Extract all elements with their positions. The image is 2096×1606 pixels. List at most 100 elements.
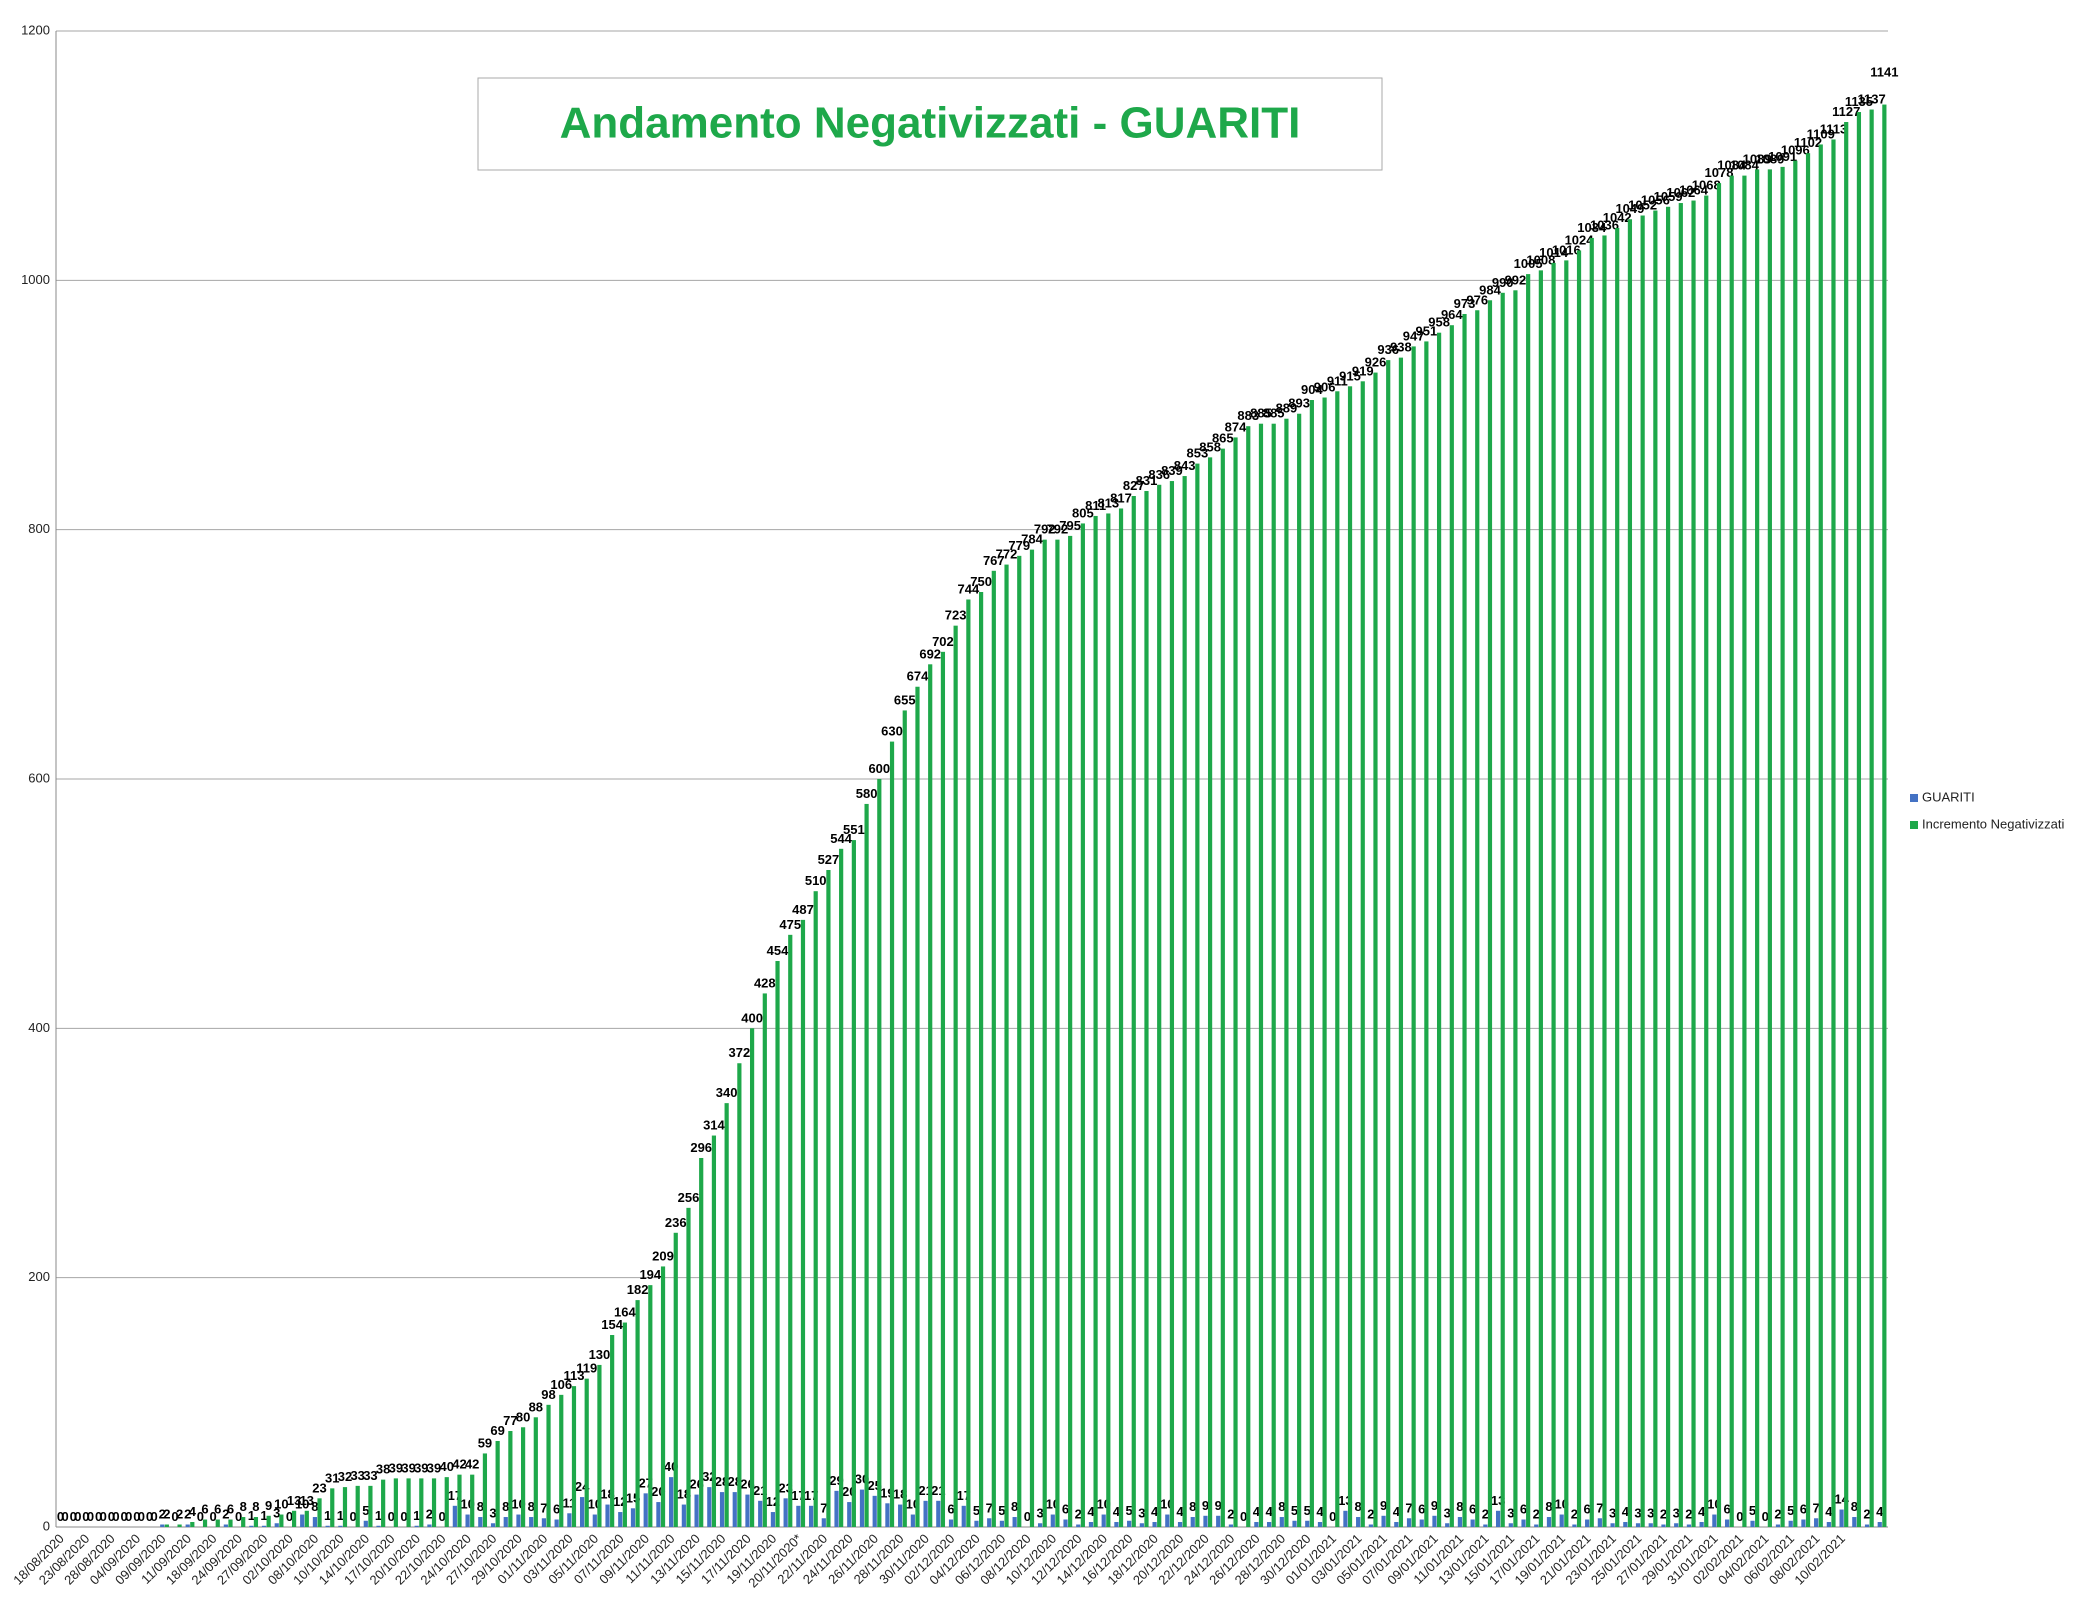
bar (1610, 1523, 1615, 1527)
bar (1640, 215, 1645, 1527)
bar (1877, 1522, 1882, 1527)
data-label: 1089 (1743, 151, 1772, 166)
data-label: 5 (998, 1503, 1005, 1518)
data-label: 0 (70, 1509, 77, 1524)
bar (622, 1322, 627, 1527)
bar (490, 1523, 496, 1527)
bar (737, 1063, 742, 1527)
bar (923, 1500, 928, 1527)
y-tick-label: 1200 (21, 22, 50, 37)
data-label: 80 (516, 1409, 530, 1424)
data-label: 2 (222, 1507, 229, 1522)
data-label: 919 (1352, 363, 1374, 378)
data-label: 0 (146, 1509, 153, 1524)
bar (406, 1478, 411, 1527)
data-label: 2 (1482, 1507, 1489, 1522)
bar (928, 664, 933, 1527)
bar (164, 1524, 169, 1527)
bar (567, 1513, 572, 1527)
data-label: 400 (741, 1010, 763, 1025)
bar (1076, 1524, 1081, 1527)
bar (1419, 1519, 1424, 1527)
bar (1343, 1510, 1348, 1527)
bar (694, 1494, 699, 1527)
bar (1742, 175, 1747, 1528)
bar (1233, 437, 1238, 1527)
data-label: 600 (868, 761, 890, 776)
data-label: 692 (919, 646, 941, 661)
data-label: 885 (1250, 406, 1272, 421)
bar (503, 1517, 508, 1527)
data-label: 8 (477, 1499, 484, 1514)
bar (1436, 332, 1442, 1527)
data-label: 926 (1365, 355, 1387, 370)
bar (1805, 153, 1811, 1527)
bar (1483, 1524, 1488, 1527)
bar (1360, 381, 1365, 1527)
bar (1190, 1517, 1195, 1527)
bar (1381, 1515, 1386, 1527)
bar (520, 1427, 526, 1527)
data-label: 256 (678, 1190, 700, 1205)
data-label: 4 (1176, 1504, 1184, 1519)
bar (673, 1232, 678, 1527)
data-label: 1096 (1781, 143, 1810, 158)
bar (719, 1492, 725, 1527)
bar (961, 1505, 966, 1527)
bar (800, 919, 806, 1527)
data-label: 795 (1059, 518, 1081, 533)
bar (999, 1520, 1005, 1527)
bar (1831, 139, 1836, 1528)
bar (1674, 1523, 1679, 1527)
bar (584, 1378, 589, 1527)
bar (597, 1364, 602, 1527)
data-label: 831 (1136, 473, 1158, 488)
data-label: 915 (1339, 368, 1361, 383)
bar (648, 1285, 653, 1527)
data-label: 0 (197, 1509, 204, 1524)
data-label: 0 (108, 1509, 115, 1524)
data-label: 31 (325, 1470, 339, 1485)
data-label: 372 (729, 1045, 751, 1060)
data-label: 2 (1367, 1507, 1374, 1522)
data-label: 8 (502, 1499, 509, 1514)
data-label: 784 (1021, 532, 1043, 547)
bar (936, 1500, 941, 1527)
data-label: 6 (1418, 1502, 1425, 1517)
bar (1042, 539, 1047, 1527)
bar (1297, 413, 1302, 1527)
bar (1801, 1519, 1806, 1527)
data-label: 6 (553, 1502, 560, 1517)
bar (541, 1518, 547, 1527)
bar (864, 803, 869, 1527)
y-tick-label: 600 (28, 770, 50, 785)
data-label: 9 (1215, 1498, 1222, 1513)
bar (1279, 1517, 1284, 1527)
data-label: 0 (82, 1509, 89, 1524)
bar (987, 1518, 992, 1527)
data-label: 5 (973, 1503, 980, 1518)
bar (1305, 1520, 1310, 1527)
bar (1432, 1515, 1437, 1527)
data-label: 1084 (1717, 158, 1747, 173)
data-label: 817 (1110, 490, 1132, 505)
data-label: 9 (265, 1498, 272, 1513)
data-label: 510 (805, 873, 827, 888)
data-label: 2 (1863, 1507, 1870, 1522)
bar (1869, 109, 1874, 1527)
bar (966, 599, 971, 1527)
data-label: 5 (1304, 1503, 1311, 1518)
data-label: 1 (375, 1508, 382, 1523)
bar (291, 1510, 297, 1527)
bar (1317, 1522, 1323, 1527)
data-label: 843 (1174, 458, 1196, 473)
y-tick-label: 400 (28, 1020, 50, 1035)
data-label: 88 (529, 1399, 543, 1414)
data-label: 209 (652, 1248, 674, 1263)
bar (1012, 1517, 1017, 1527)
bar (266, 1515, 271, 1527)
bar (1597, 1518, 1602, 1527)
bar (1394, 1522, 1399, 1527)
bar (1335, 391, 1340, 1528)
bar (1788, 1520, 1793, 1527)
